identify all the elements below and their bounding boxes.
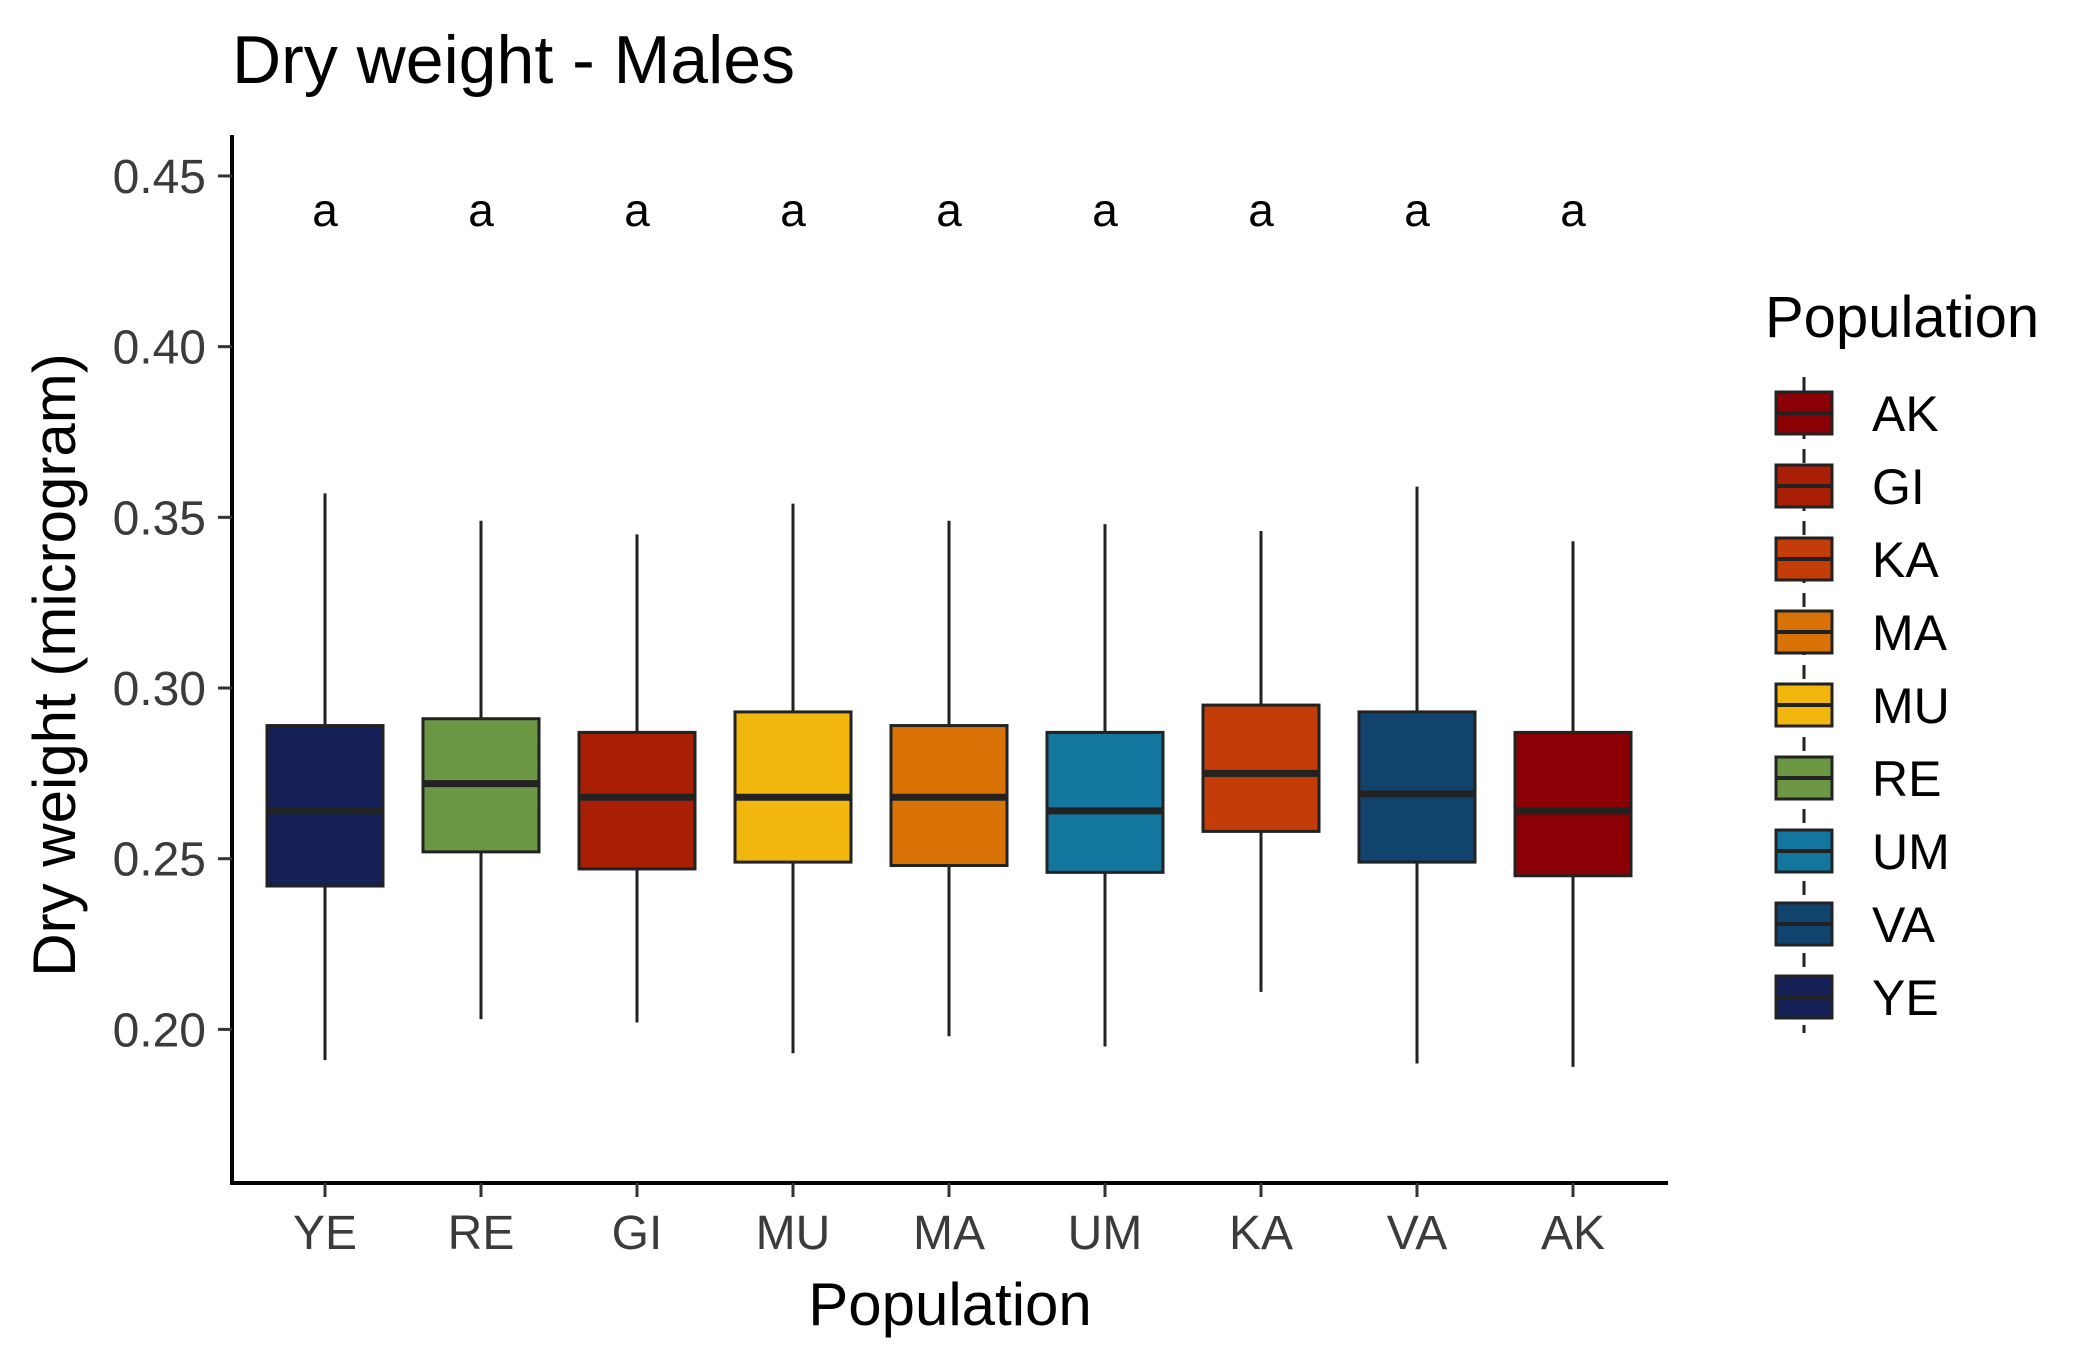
box-ma: a [889, 184, 1009, 1037]
box-re: a [421, 184, 541, 1020]
legend-item-re: RE [1774, 751, 1941, 807]
x-tick-label: MU [756, 1207, 831, 1260]
box-um: a [1045, 184, 1165, 1047]
box-body [733, 710, 853, 864]
significance-label: a [312, 184, 338, 236]
legend: Population AK GI KA MA MU RE UM VA YE [1765, 285, 2039, 1033]
y-axis-title: Dry weight (microgram) [21, 353, 88, 976]
legend-item-ma: MA [1774, 605, 1948, 661]
legend-label: YE [1872, 970, 1939, 1026]
y-tick-label: 0.25 [113, 834, 206, 887]
y-tick-label: 0.45 [113, 151, 206, 204]
legend-item-um: UM [1774, 824, 1950, 880]
y-axis: 0.20 0.25 0.30 0.35 0.40 0.45 [113, 135, 234, 1183]
box-body [1045, 730, 1165, 874]
x-tick-label: RE [448, 1207, 515, 1260]
legend-label: VA [1872, 897, 1936, 953]
significance-label: a [624, 184, 650, 236]
x-tick-label: KA [1229, 1207, 1293, 1260]
box-gi: a [577, 184, 697, 1023]
box-body [1513, 730, 1633, 878]
legend-label: MU [1872, 678, 1950, 734]
legend-label: UM [1872, 824, 1950, 880]
box-body [1357, 710, 1477, 864]
chart-title: Dry weight - Males [232, 22, 795, 98]
legend-item-ye: YE [1774, 970, 1939, 1026]
box-mu: a [733, 184, 853, 1054]
y-tick-label: 0.30 [113, 663, 206, 716]
legend-label: GI [1872, 459, 1925, 515]
box-body [1201, 703, 1321, 833]
x-tick-label: UM [1068, 1207, 1143, 1260]
y-tick-label: 0.35 [113, 492, 206, 545]
x-tick-label: YE [293, 1207, 357, 1260]
legend-label: AK [1872, 386, 1939, 442]
significance-label: a [1092, 184, 1118, 236]
box-va: a [1357, 184, 1477, 1064]
legend-item-mu: MU [1774, 678, 1950, 734]
box-ka: a [1201, 184, 1321, 992]
box-ak: a [1513, 184, 1633, 1067]
legend-items: AK GI KA MA MU RE UM VA YE [1774, 377, 1950, 1033]
x-axis: YE RE GI MU MA UM KA VA AK [230, 1181, 1668, 1260]
significance-label: a [1404, 184, 1430, 236]
significance-label: a [1560, 184, 1586, 236]
x-tick-label: GI [612, 1207, 663, 1260]
significance-label: a [468, 184, 494, 236]
significance-label: a [780, 184, 806, 236]
legend-label: RE [1872, 751, 1941, 807]
legend-item-gi: GI [1774, 459, 1925, 515]
x-axis-title: Population [808, 1271, 1092, 1338]
legend-item-va: VA [1774, 897, 1936, 953]
box-body [265, 724, 385, 888]
significance-label: a [1248, 184, 1274, 236]
legend-label: KA [1872, 532, 1939, 588]
y-tick-label: 0.40 [113, 322, 206, 375]
legend-title: Population [1765, 285, 2039, 350]
y-tick-label: 0.20 [113, 1004, 206, 1057]
legend-item-ak: AK [1774, 386, 1939, 442]
x-tick-label: AK [1541, 1207, 1605, 1260]
box-ye: a [265, 184, 385, 1061]
legend-item-ka: KA [1774, 532, 1939, 588]
legend-label: MA [1872, 605, 1948, 661]
x-tick-label: VA [1387, 1207, 1447, 1260]
significance-label: a [936, 184, 962, 236]
x-tick-label: MA [913, 1207, 985, 1260]
